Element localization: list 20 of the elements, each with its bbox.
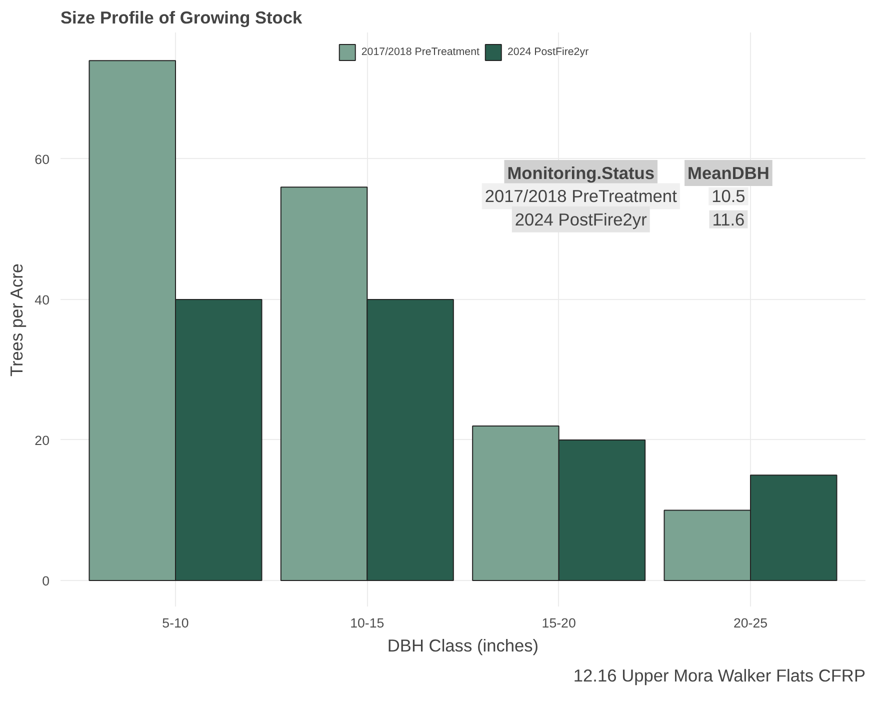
annotation: 11.6	[712, 209, 745, 230]
x-tick-label: 5-10	[162, 616, 189, 630]
annotation: 2017/2018 PreTreatment	[484, 186, 678, 206]
x-tick-label: 10-15	[350, 616, 384, 630]
y-axis-title: Trees per Acre	[6, 263, 27, 376]
annotation: Monitoring.Status	[507, 163, 655, 184]
annotation: 10.5	[712, 186, 746, 206]
chart-title: Size Profile of Growing Stock	[60, 8, 303, 28]
x-tick-label: 20-25	[733, 616, 768, 630]
y-tick-label: 20	[34, 432, 50, 448]
x-tick-label: 15-20	[542, 616, 576, 630]
legend-label: 2017/2018 PreTreatment	[361, 46, 480, 58]
y-tick-label: 60	[34, 152, 50, 167]
x-axis-title: DBH Class (inches)	[387, 636, 539, 656]
legend-label: 2024 PostFire2yr	[507, 46, 589, 58]
y-tick-label: 40	[34, 292, 50, 308]
annotation: 2024 PostFire2yr	[514, 209, 648, 230]
text: 12.16 Upper Mora Walker Flats CFRP	[573, 666, 866, 686]
y-tick-label: 0	[42, 574, 50, 589]
annotation: MeanDBH	[688, 163, 770, 184]
